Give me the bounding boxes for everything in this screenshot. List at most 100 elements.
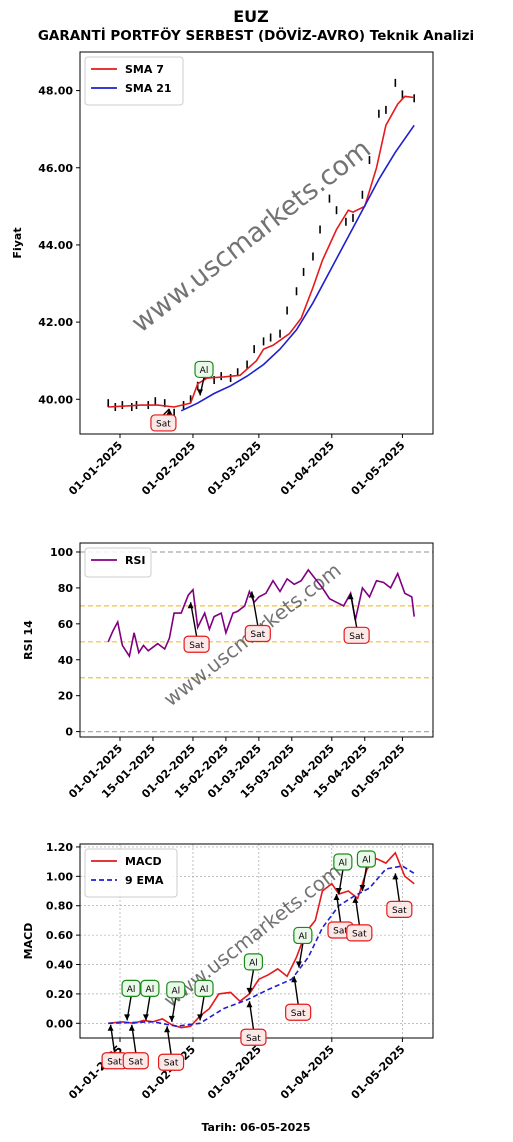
legend-label: 9 EMA [125,874,164,887]
y-axis-label: MACD [22,923,35,960]
signal-badge [243,953,264,971]
signal-badge [386,900,413,918]
axes-frame [79,51,434,435]
signal-badge [240,1028,267,1046]
y-tick-label: 46.00 [38,162,73,175]
chart-subtitle: GARANTİ PORTFÖY SERBEST (DÖVİZ-AVRO) Tek… [38,26,474,44]
x-tick-label: 01-03-2025 [205,1043,264,1102]
signal-label: Sat [352,929,367,939]
y-tick-label: 0 [65,726,73,739]
signal-arrowhead [166,408,173,415]
legend: SMA 7 SMA 21 [84,56,184,106]
date-footer: Tarih: 06-05-2025 [201,1121,310,1134]
buy-signal: Al [121,979,141,1021]
y-tick-label: 0.60 [46,929,73,942]
signal-arrowhead [197,389,204,396]
x-tick-label: 01-01-2025 [66,439,125,498]
signal-arrowhead [352,896,359,903]
legend-label: RSI [125,554,146,567]
signal-arrowhead [128,1024,135,1031]
y-tick-label: 100 [50,546,73,559]
signal-arrowhead [359,885,366,892]
signal-label: Sat [128,1057,143,1067]
sell-signal: Sat [122,1024,149,1070]
signal-label: Al [362,856,371,866]
signal-label: Al [127,985,136,995]
x-tick-label: 01-02-2025 [139,439,198,498]
y-tick-label: 0.00 [46,1017,73,1030]
sell-signal: Sat [244,591,271,643]
signal-arrowhead [168,1015,175,1022]
panel-1: 40.00 42.00 44.00 46.00 48.00 01-01-2025 01-02… [11,51,434,498]
buy-signal: Al [356,850,376,892]
legend-box [84,547,152,578]
y-tick-label: 44.00 [38,239,73,252]
signal-label: Al [339,858,348,868]
signal-badge [121,979,141,997]
signal-badge [285,1003,312,1021]
signal-badge [293,926,313,945]
x-tick-label: 01-03-2025 [205,439,264,498]
sell-signal: Sat [150,408,177,432]
signal-arrowhead [107,1024,114,1031]
signal-badge [150,414,177,432]
y-tick-label: 42.00 [38,316,73,329]
signal-label: Al [146,985,155,995]
y-tick-label: 40.00 [38,393,73,406]
series-line-sma-21 [180,124,415,412]
signal-label: Sat [107,1057,122,1067]
signal-arrowhead [248,591,255,598]
y-tick-label: 48.00 [38,85,73,98]
signal-label: Sat [333,926,348,936]
y-tick-label: 0.20 [46,988,73,1001]
signal-badge [194,979,214,997]
legend-label: SMA 7 [125,63,164,76]
signal-badge [157,1053,185,1071]
signal-label: Sat [246,1034,261,1044]
signal-label: Sat [156,419,171,429]
sell-signal: Sat [183,602,210,653]
signal-arrowhead [291,976,298,983]
y-tick-label: 60 [58,618,74,631]
buy-signal: Al [140,979,160,1021]
signal-label: Sat [164,1059,179,1069]
series-line-sma-7 [108,95,415,408]
signal-arrowhead [142,1014,149,1021]
signal-arrowhead [187,602,194,609]
x-tick-label: 01-02-2025 [139,1043,198,1102]
y-axis-label: RSI 14 [22,620,35,660]
sell-signal: Sat [343,593,370,644]
legend: RSI [84,547,152,578]
signal-arrowhead [392,873,399,880]
legend-label: SMA 21 [125,82,172,95]
signal-arrowhead [335,887,342,894]
chart-title: EUZ [233,7,269,26]
sell-signal: Sat [346,896,373,942]
signal-badge [140,979,160,997]
sell-signal: Sat [101,1024,128,1070]
y-tick-label: 0.80 [46,900,73,913]
sell-signal: Sat [285,976,312,1021]
signal-label: Sat [392,906,407,916]
sell-signal: Sat [240,1001,267,1046]
y-tick-label: 0.40 [46,959,73,972]
watermark: www.uscmarkets.com [126,133,377,339]
signal-badge [166,981,186,999]
signal-arrowhead [246,1001,253,1008]
x-tick-label: 01-05-2025 [349,439,408,498]
buy-signal: Al [333,853,353,895]
signal-label: Al [200,366,209,376]
buy-signal: Al [194,360,214,396]
signal-arrow [162,408,170,416]
signal-arrowhead [197,1014,204,1021]
signal-badge [122,1052,149,1070]
signal-arrowhead [164,1026,171,1033]
signal-arrowhead [295,961,302,968]
signal-label: Sat [250,630,265,640]
x-tick-label: 01-01-2025 [66,1043,125,1102]
legend-label: MACD [125,855,162,868]
x-tick-label: 01-04-2025 [278,439,337,498]
buy-signal: Al [293,926,313,968]
x-tick-label: 01-05-2025 [349,1043,408,1102]
series-line-rsi [107,568,415,659]
